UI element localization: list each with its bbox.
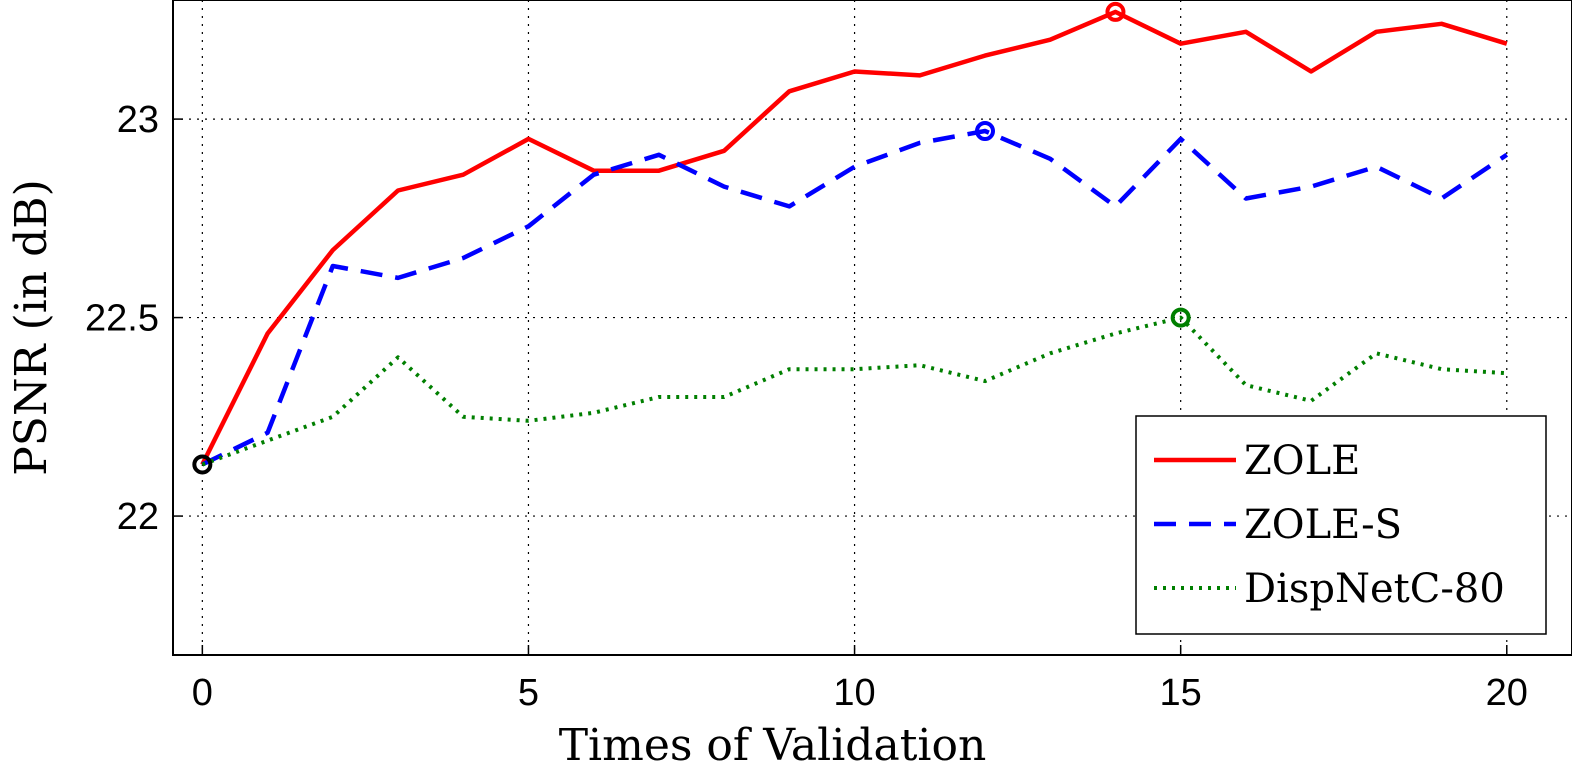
x-tick-label: 20	[1486, 672, 1528, 714]
y-tick-label: 22	[117, 496, 159, 538]
legend-label: DispNetC-80	[1244, 566, 1505, 612]
legend-label: ZOLE	[1244, 438, 1360, 484]
x-tick-label: 15	[1160, 672, 1202, 714]
series-line-zole	[200, 9, 1508, 466]
start-marker	[192, 454, 213, 475]
series-line-zole-s	[201, 128, 1509, 467]
axis-ticks: 0 5 10 15 20 22 22.5 23	[85, 99, 1528, 714]
peak-marker-zole	[1105, 1, 1126, 22]
x-tick-label: 10	[833, 672, 875, 714]
peak-marker-zole-s	[975, 121, 996, 141]
legend: ZOLE ZOLE-S DispNetC-80	[1135, 415, 1547, 635]
plot-axes	[172, 0, 1572, 656]
x-axis-title: Times of Validation	[559, 720, 987, 765]
peak-marker-dispnetc-80	[1170, 307, 1191, 328]
x-tick-label: 0	[192, 672, 213, 714]
y-tick-label: 23	[117, 99, 159, 141]
series-lines	[200, 9, 1509, 467]
y-tick-label: 22.5	[85, 298, 159, 340]
peak-markers	[192, 1, 1191, 475]
y-axis-title: PSNR (in dB)	[6, 179, 57, 476]
x-tick-label: 5	[518, 672, 539, 714]
legend-label: ZOLE-S	[1244, 502, 1402, 548]
